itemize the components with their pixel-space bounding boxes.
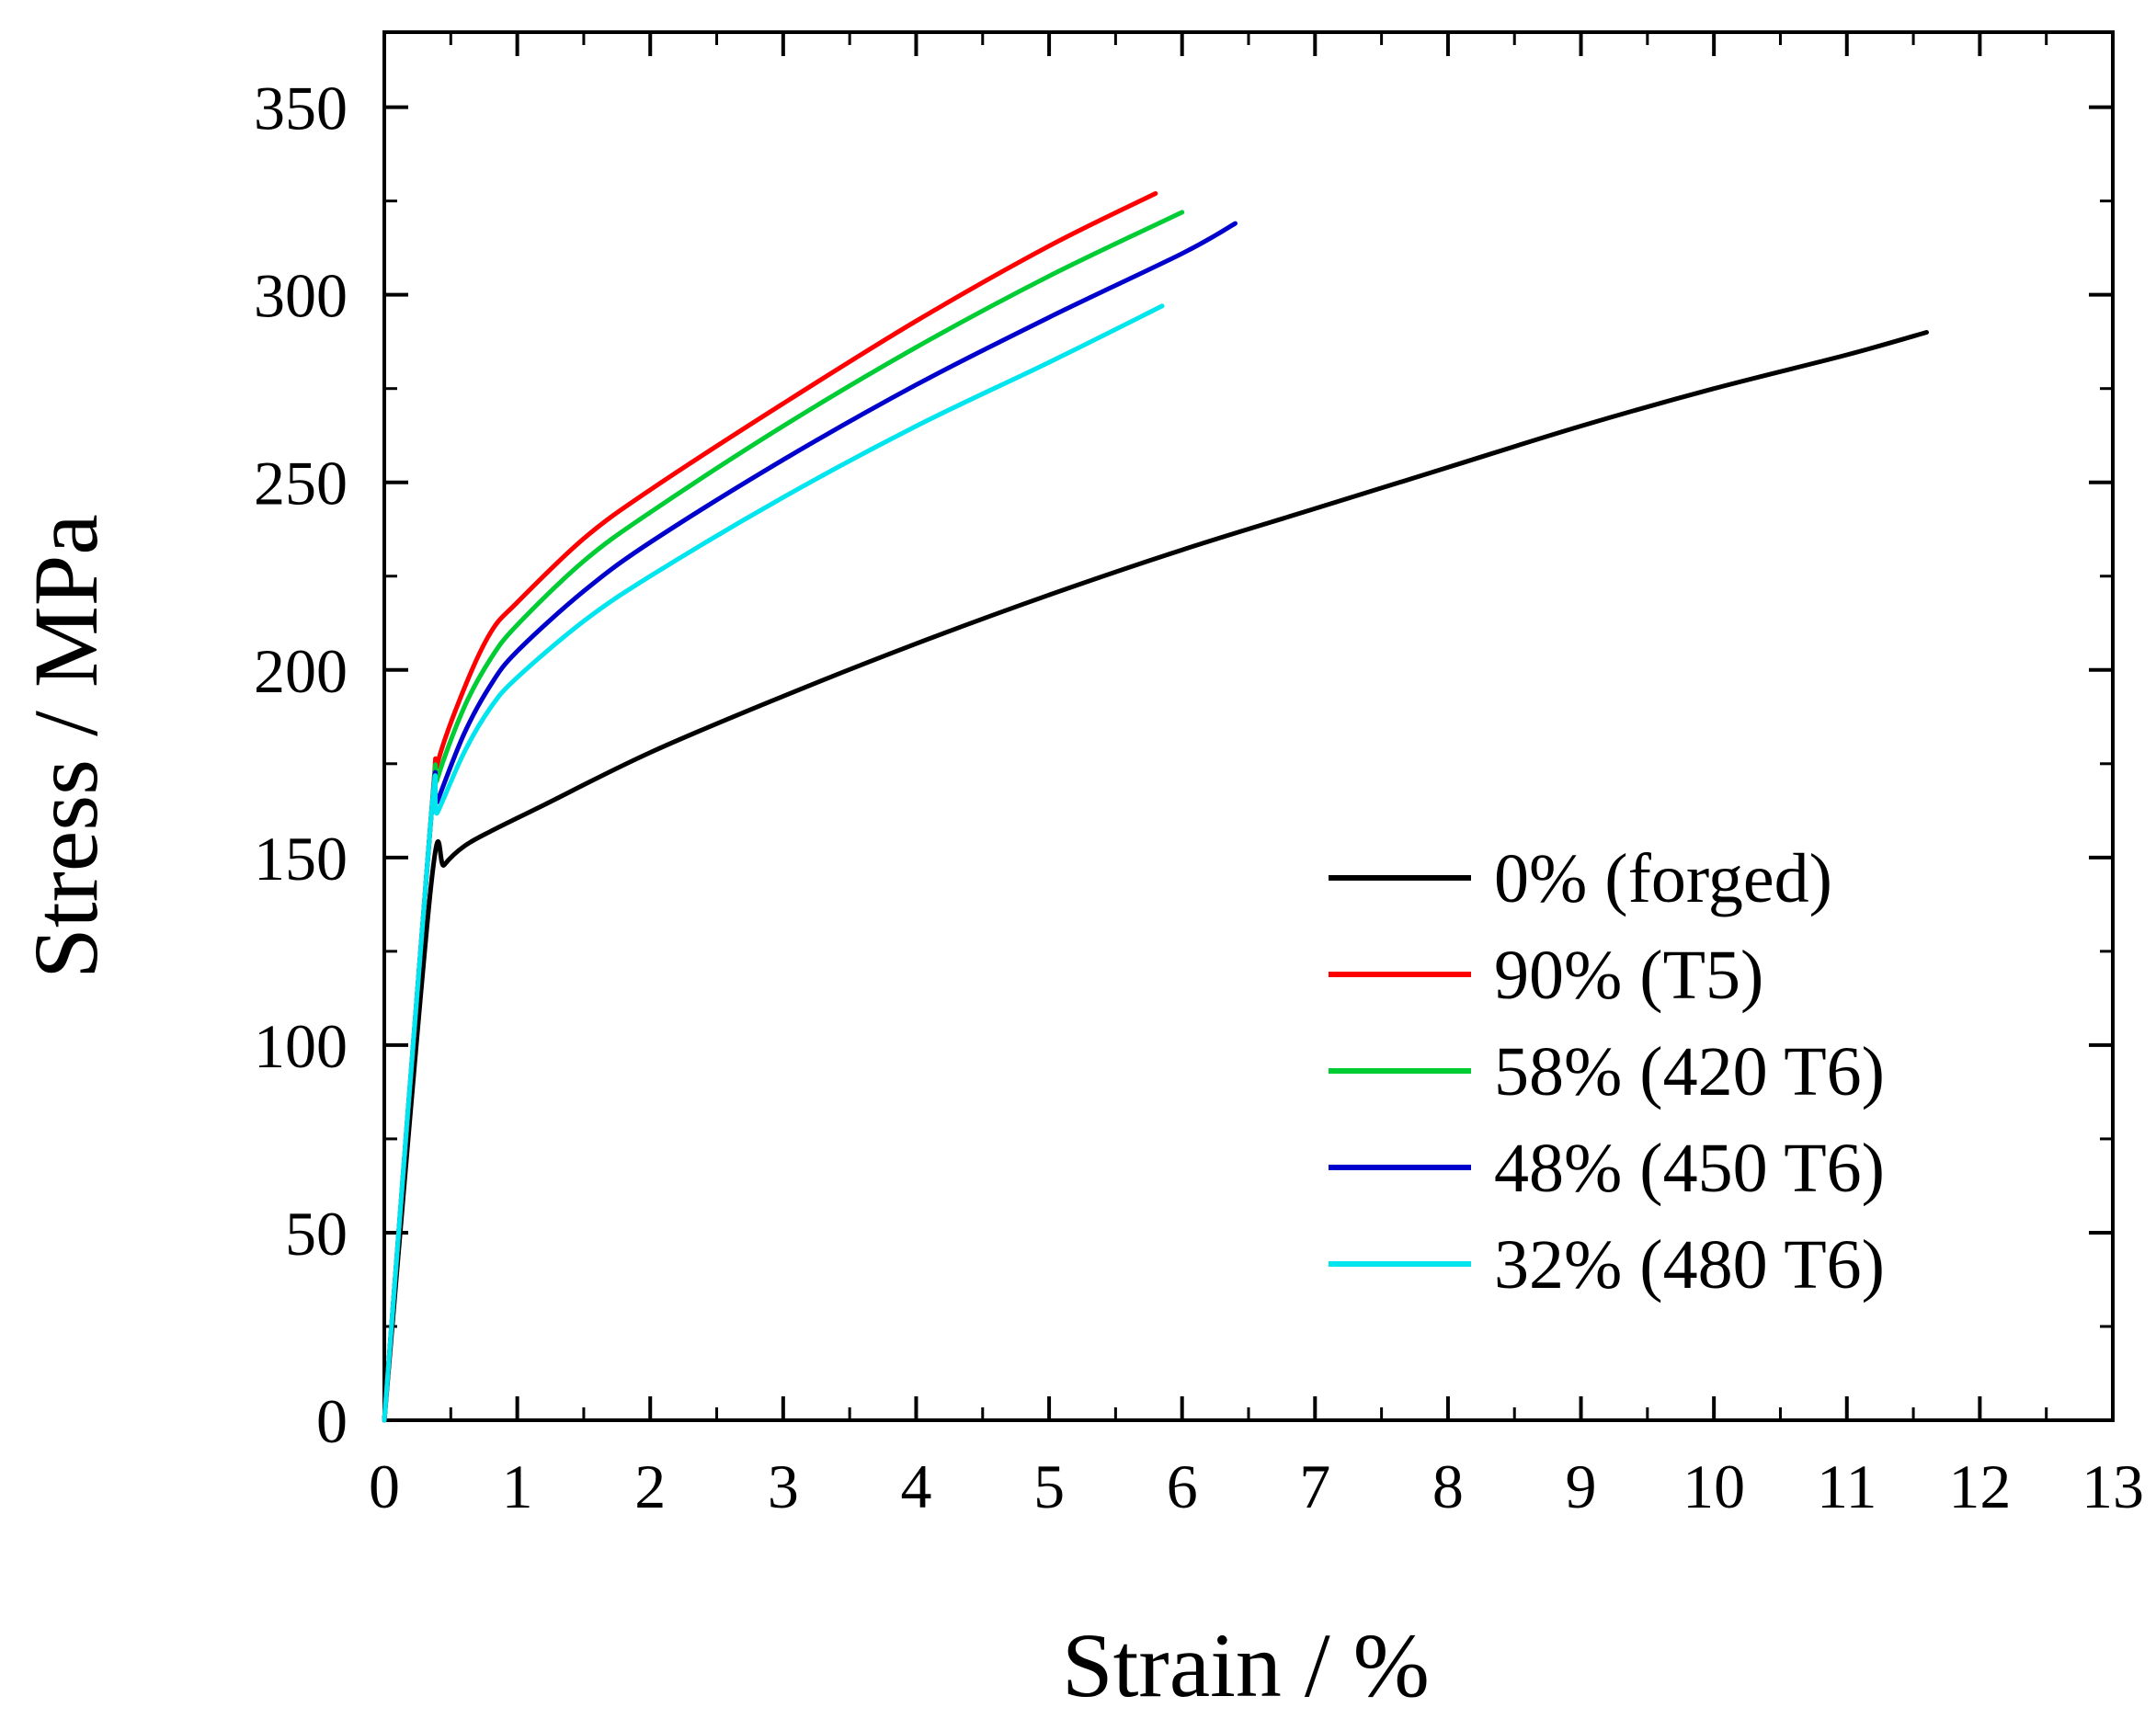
legend-label-3: 48% (450 T6)	[1494, 1130, 1885, 1207]
x-tick-label: 10	[1683, 1451, 1745, 1521]
x-tick-label: 0	[369, 1451, 400, 1521]
x-tick-label: 12	[1948, 1451, 2011, 1521]
series-line-2	[382, 210, 1185, 1423]
series-line-4	[382, 303, 1165, 1423]
x-tick-label: 7	[1299, 1451, 1330, 1521]
legend-label-0: 0% (forged)	[1494, 840, 1832, 917]
y-tick-label: 50	[285, 1199, 348, 1269]
y-tick-label: 250	[254, 449, 348, 518]
y-axis-title: Stress / MPa	[15, 514, 117, 979]
x-tick-label: 2	[634, 1451, 666, 1521]
x-tick-label: 1	[502, 1451, 533, 1521]
y-tick-label: 300	[254, 261, 348, 331]
x-axis-title: Strain / %	[1062, 1614, 1430, 1716]
legend-label-1: 90% (T5)	[1494, 937, 1763, 1014]
series-line-0	[382, 330, 1929, 1423]
x-tick-label: 3	[768, 1451, 799, 1521]
legend-label-4: 32% (480 T6)	[1494, 1226, 1885, 1303]
x-tick-label: 5	[1033, 1451, 1065, 1521]
x-tick-label: 13	[2082, 1451, 2144, 1521]
y-tick-label: 0	[316, 1386, 348, 1456]
y-tick-label: 100	[254, 1011, 348, 1081]
x-tick-label: 4	[900, 1451, 931, 1521]
x-tick-label: 8	[1432, 1451, 1464, 1521]
x-tick-label: 11	[1817, 1451, 1877, 1521]
x-tick-label: 9	[1566, 1451, 1597, 1521]
x-tick-label: 6	[1167, 1451, 1198, 1521]
series-line-1	[382, 191, 1158, 1423]
y-tick-label: 150	[254, 824, 348, 894]
plot-frame	[382, 30, 2115, 1422]
y-tick-label: 350	[254, 74, 348, 143]
y-tick-label: 200	[254, 636, 348, 706]
legend-label-2: 58% (420 T6)	[1494, 1033, 1885, 1110]
